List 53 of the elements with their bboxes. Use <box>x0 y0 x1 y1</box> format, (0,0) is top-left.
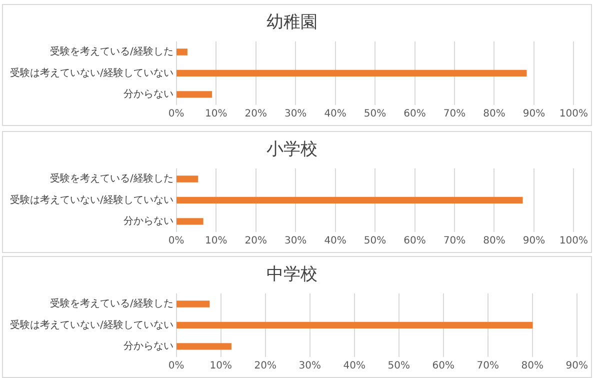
x-tick-label: 20% <box>244 236 267 247</box>
x-tick-label: 20% <box>244 108 267 120</box>
y-tick-label: 受験は考えていない/経験していない <box>10 66 174 79</box>
x-tick-label: 40% <box>324 108 346 120</box>
y-tick-label: 受験は考えていない/経験していない <box>10 318 174 331</box>
y-tick-label: 分からない <box>123 340 174 352</box>
bar <box>176 196 523 204</box>
x-tick-label: 90% <box>522 108 546 120</box>
x-tick-label: 50% <box>364 236 386 247</box>
bar <box>176 218 204 225</box>
x-tick-label: 60% <box>404 236 426 247</box>
bar <box>176 300 210 308</box>
y-tick-label: 受験を考えている/経験した <box>50 298 174 310</box>
chart-title: 幼稚園 <box>266 12 318 33</box>
x-tick-label: 60% <box>404 108 426 120</box>
x-tick-label: 30% <box>284 236 307 247</box>
bar <box>176 91 212 98</box>
x-tick-label: 40% <box>343 360 366 372</box>
x-tick-label: 0% <box>168 236 184 247</box>
x-tick-label: 0% <box>168 108 184 120</box>
x-tick-label: 70% <box>443 108 466 120</box>
y-tick-label: 受験を考えている/経験した <box>50 172 174 185</box>
chart-title: 中学校 <box>266 264 318 285</box>
x-tick-label: 30% <box>298 360 321 372</box>
x-tick-label: 80% <box>483 236 506 247</box>
x-tick-label: 30% <box>284 108 307 120</box>
x-tick-label: 50% <box>388 360 410 372</box>
x-tick-label: 60% <box>432 360 454 372</box>
bar <box>176 343 232 350</box>
bar <box>176 70 527 77</box>
y-tick-label: 受験は考えていない/経験していない <box>10 194 174 206</box>
x-tick-label: 50% <box>364 108 386 120</box>
bar <box>176 48 188 56</box>
bar <box>176 176 198 182</box>
bar <box>176 322 533 329</box>
x-tick-label: 10% <box>204 236 228 247</box>
x-tick-label: 40% <box>324 236 346 247</box>
y-tick-label: 分からない <box>123 88 174 100</box>
x-tick-label: 70% <box>476 360 499 372</box>
x-tick-label: 90% <box>522 236 546 247</box>
x-tick-label: 20% <box>254 360 276 372</box>
x-tick-label: 90% <box>566 360 588 372</box>
y-tick-label: 分からない <box>123 214 174 227</box>
x-tick-label: 80% <box>521 360 544 372</box>
x-tick-label: 100% <box>559 108 588 120</box>
x-tick-label: 10% <box>204 108 228 120</box>
x-tick-label: 10% <box>210 360 232 372</box>
x-tick-label: 80% <box>483 108 506 120</box>
x-tick-label: 70% <box>443 236 466 247</box>
x-tick-label: 100% <box>559 236 588 247</box>
chart-title: 小学校 <box>266 140 318 160</box>
x-tick-label: 0% <box>168 360 184 372</box>
y-tick-label: 受験を考えている/経験した <box>50 46 174 58</box>
